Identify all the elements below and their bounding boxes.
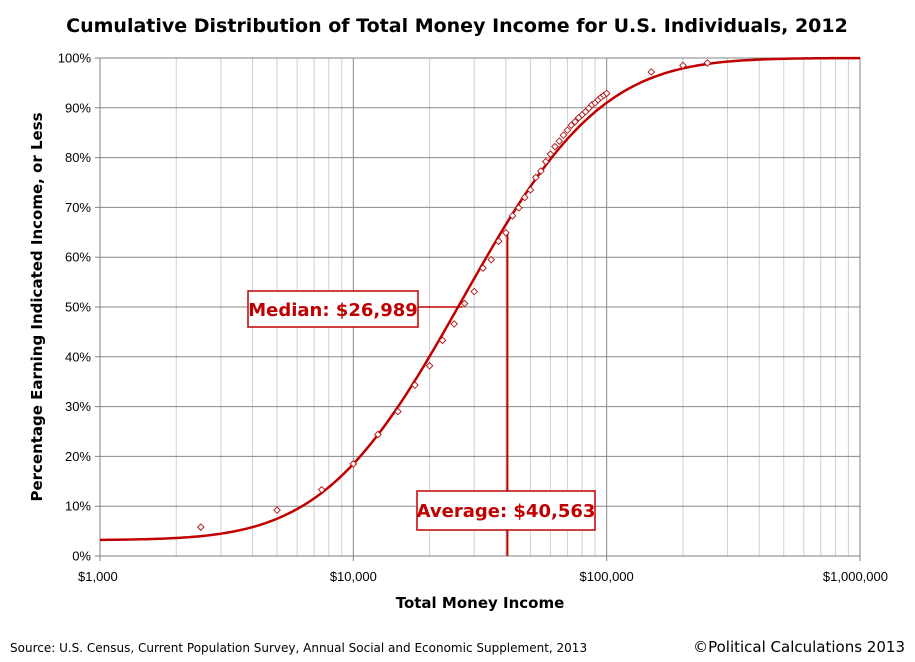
data-point-marker [526, 186, 535, 194]
data-point-marker [494, 237, 503, 246]
x-tick-label: $1,000,000 [823, 569, 888, 584]
data-point-marker [411, 381, 419, 390]
y-tick-label: 30% [65, 399, 91, 414]
data-point-marker [508, 212, 517, 220]
data-point-marker [450, 320, 458, 328]
y-axis-ticks: 0% 10% 20% 30% 40% 50% 60% 70% 80% 90% 100% [58, 51, 100, 564]
data-point-marker [559, 131, 568, 140]
data-point-marker [394, 407, 402, 416]
chart-title: Cumulative Distribution of Total Money I… [66, 15, 848, 37]
data-point-marker [546, 150, 555, 158]
source-note: Source: U.S. Census, Current Population … [10, 641, 587, 655]
fitted-cdf-line [99, 56, 861, 542]
data-point-marker [555, 137, 564, 146]
y-tick-label: 100% [58, 51, 92, 66]
x-tick-label: $1,000 [78, 569, 118, 584]
grid [99, 57, 861, 557]
copyright-credit: ©Political Calculations 2013 [693, 638, 905, 656]
data-point-marker [487, 255, 496, 264]
data-markers [196, 59, 712, 531]
data-point-marker [502, 228, 510, 237]
median-callout: Median: $26,989 [247, 290, 419, 328]
data-point-marker [531, 173, 540, 182]
data-point-marker [374, 430, 382, 439]
average-callout-label: Average: $40,563 [417, 501, 596, 522]
data-point-marker [703, 59, 712, 67]
median-callout-label: Median: $26,989 [248, 300, 418, 321]
data-point-marker [520, 193, 529, 202]
data-point-marker [537, 167, 545, 175]
x-axis-ticks: $1,000 $10,000 $100,000 $1,000,000 [78, 556, 888, 584]
data-point-marker [602, 89, 611, 98]
data-point-marker [196, 523, 205, 531]
median-callout-box [247, 290, 419, 328]
y-tick-label: 70% [65, 200, 91, 215]
data-point-marker [425, 361, 434, 370]
data-point-marker [647, 68, 656, 76]
y-tick-label: 20% [65, 449, 91, 464]
y-tick-label: 60% [65, 250, 91, 265]
y-tick-label: 50% [65, 300, 91, 315]
data-point-marker [541, 157, 550, 166]
data-point-marker [317, 485, 326, 494]
data-point-marker [479, 264, 487, 272]
x-tick-label: $100,000 [580, 569, 634, 584]
x-tick-label: $10,000 [330, 569, 377, 584]
data-point-marker [563, 126, 572, 135]
y-tick-label: 80% [65, 150, 91, 165]
data-point-marker [567, 121, 576, 130]
data-point-marker [349, 460, 358, 468]
data-point-marker [514, 204, 523, 212]
y-tick-label: 0% [72, 549, 91, 564]
y-tick-label: 10% [65, 499, 91, 514]
data-point-marker [273, 506, 281, 515]
y-tick-label: 90% [65, 100, 91, 115]
average-callout: Average: $40,563 [416, 490, 596, 531]
data-point-marker [551, 142, 559, 151]
y-axis-label: Percentage Earning Indicated Income, or … [28, 112, 46, 501]
data-point-marker [460, 299, 469, 308]
data-point-marker [571, 117, 579, 126]
data-point-marker [679, 61, 687, 70]
average-callout-box [416, 490, 596, 531]
x-axis-label: Total Money Income [396, 594, 565, 612]
y-tick-label: 40% [65, 349, 91, 364]
data-point-marker [470, 287, 479, 296]
data-point-marker [438, 336, 447, 345]
